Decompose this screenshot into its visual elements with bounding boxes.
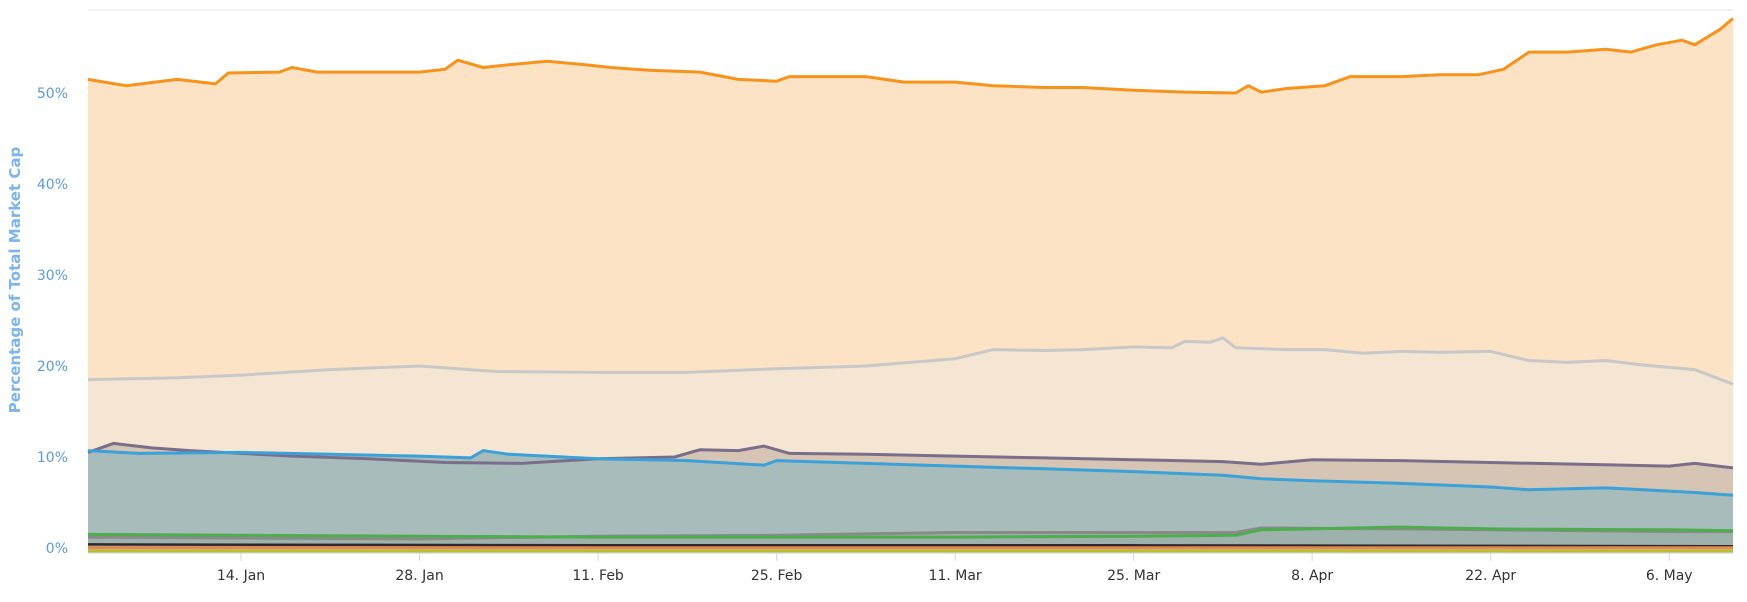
x-tick-label: 11. Mar [929,568,982,584]
y-tick-label: 40% [37,177,68,193]
x-tick-label: 6. May [1646,568,1693,584]
series-line-2 [87,336,1734,386]
x-tick-label: 11. Feb [572,568,624,584]
x-tick-label: 8. Apr [1291,568,1333,584]
series-line-1 [87,17,1734,95]
series-line-4 [87,449,1734,497]
series-line-6 [87,525,1734,539]
x-tick-label: 28. Jan [395,568,443,584]
y-tick-label: 0% [46,541,68,557]
series-line-7 [87,543,1734,548]
x-tick-label: 25. Feb [751,568,803,584]
y-tick-label: 10% [37,450,68,466]
series-line-3 [87,441,1734,470]
x-tick-label: 14. Jan [217,568,265,584]
y-tick-label: 20% [37,359,68,375]
x-tick-label: 22. Apr [1465,568,1516,584]
series-lines [87,17,1734,553]
y-tick-label: 50% [37,86,68,102]
series-areas [88,18,1733,554]
x-tick-label: 25. Mar [1107,568,1160,584]
x-axis-ticks: 14. Jan 28. Jan 11. Feb 25. Feb 11. Mar 25. M… [217,553,1693,584]
y-axis-title: Percentage of Total Market Cap [6,147,24,414]
y-tick-label: 30% [37,268,68,284]
y-axis-ticks: 0% 10% 20% 30% 40% 50% [37,86,68,557]
